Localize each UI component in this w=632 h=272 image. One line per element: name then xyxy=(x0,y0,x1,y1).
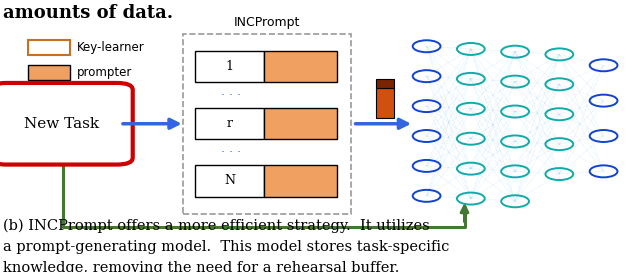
Text: New Task: New Task xyxy=(24,117,99,131)
Bar xyxy=(195,108,264,139)
FancyBboxPatch shape xyxy=(28,40,70,55)
Bar xyxy=(264,51,337,82)
Text: prompt: prompt xyxy=(77,90,120,103)
Bar xyxy=(264,165,337,196)
Text: · · ·: · · · xyxy=(221,89,241,102)
Text: N: N xyxy=(224,174,235,187)
Bar xyxy=(195,51,264,82)
Text: 1: 1 xyxy=(226,60,233,73)
Bar xyxy=(376,88,394,118)
FancyBboxPatch shape xyxy=(0,83,133,165)
Text: INCPrompt: INCPrompt xyxy=(234,16,300,29)
Bar xyxy=(264,108,337,139)
Text: r: r xyxy=(226,117,233,130)
Text: (b) INCPrompt offers a more efficient strategy.  It utilizes
a prompt-generating: (b) INCPrompt offers a more efficient st… xyxy=(3,219,449,272)
FancyBboxPatch shape xyxy=(28,89,70,104)
Text: Key-learner: Key-learner xyxy=(77,41,145,54)
Bar xyxy=(195,165,264,196)
Bar xyxy=(376,79,394,88)
FancyBboxPatch shape xyxy=(28,65,70,79)
Text: · · ·: · · · xyxy=(221,146,241,159)
FancyBboxPatch shape xyxy=(183,34,351,214)
Text: amounts of data.: amounts of data. xyxy=(3,4,173,22)
Text: prompter: prompter xyxy=(77,66,133,79)
